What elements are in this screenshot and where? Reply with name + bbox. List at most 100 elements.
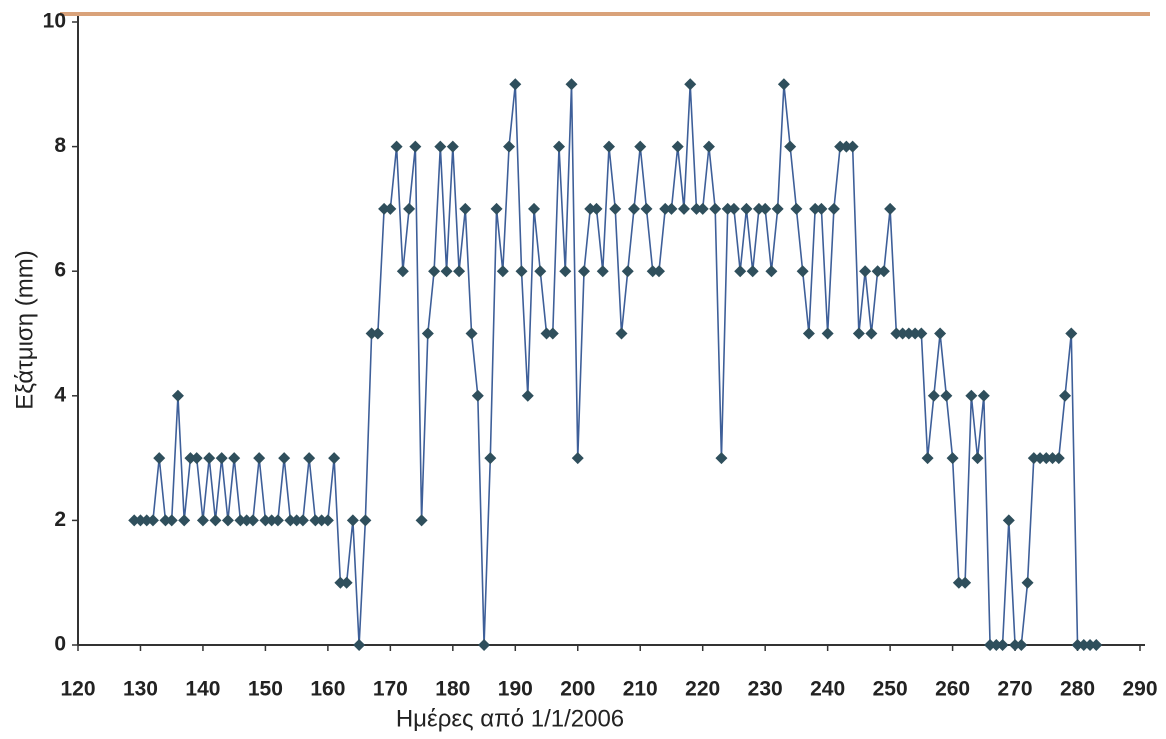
data-marker [596,265,609,278]
data-marker [240,514,253,527]
data-marker [1071,639,1084,651]
data-marker [459,202,472,215]
data-marker [877,265,890,278]
x-tick-label: 160 [310,678,345,701]
x-axis-title: Ημέρες από 1/1/2006 [396,705,624,732]
data-marker [290,514,303,527]
data-marker [684,78,697,91]
y-tick-label: 10 [43,10,66,33]
x-tick-label: 280 [1060,678,1095,701]
y-axis-title: Εξάτμιση (mm) [11,250,38,409]
data-marker [802,327,815,340]
data-marker [1077,639,1090,651]
data-marker [952,576,965,589]
data-marker [796,265,809,278]
x-tick-label: 220 [685,678,720,701]
x-tick-label: 270 [998,678,1033,701]
data-marker [752,202,765,215]
data-marker [1065,327,1078,340]
data-marker [315,514,328,527]
data-marker [184,452,197,465]
data-marker [446,140,459,153]
data-marker [777,78,790,91]
data-marker [677,202,690,215]
x-tick-label: 200 [560,678,595,701]
data-marker [578,265,591,278]
data-marker [278,452,291,465]
data-marker [696,202,709,215]
data-marker [303,452,316,465]
data-marker [396,265,409,278]
data-marker [228,452,241,465]
x-tick-label: 180 [435,678,470,701]
data-marker [428,265,441,278]
x-tick-label: 130 [123,678,158,701]
data-marker [478,639,491,651]
data-marker [153,452,166,465]
data-marker [165,514,178,527]
x-tick-label: 190 [498,678,533,701]
data-marker [159,514,172,527]
data-marker [809,202,822,215]
data-marker [890,327,903,340]
x-tick-label: 260 [935,678,970,701]
y-tick-label: 0 [54,633,66,656]
data-marker [815,202,828,215]
data-marker [827,202,840,215]
data-marker [896,327,909,340]
data-marker [296,514,309,527]
data-marker [171,389,184,402]
data-marker [765,265,778,278]
data-marker [921,452,934,465]
data-marker [528,202,541,215]
data-marker [346,514,359,527]
data-marker [534,265,547,278]
data-marker [965,389,978,402]
x-tick-label: 150 [248,678,283,701]
data-marker [871,265,884,278]
data-marker [615,327,628,340]
data-marker [702,140,715,153]
data-marker [659,202,672,215]
data-marker [1084,639,1097,651]
data-marker [902,327,915,340]
data-marker [690,202,703,215]
data-marker [434,140,447,153]
data-marker [859,265,872,278]
data-marker [521,389,534,402]
data-marker [359,514,372,527]
data-marker [1052,452,1065,465]
data-marker [621,265,634,278]
data-marker [465,327,478,340]
x-tick-label: 250 [873,678,908,701]
data-marker [140,514,153,527]
data-marker [496,265,509,278]
data-marker [371,327,384,340]
data-marker [584,202,597,215]
data-marker [603,140,615,153]
data-marker [409,140,422,153]
data-marker [759,202,772,215]
data-marker [640,202,653,215]
data-marker [196,514,209,527]
data-marker [771,202,784,215]
data-marker [284,514,297,527]
data-marker [546,327,559,340]
data-marker [515,265,528,278]
data-marker [571,452,584,465]
x-tick-label: 230 [748,678,783,701]
data-marker [309,514,322,527]
y-tick-label: 2 [54,508,66,531]
data-marker [334,576,347,589]
data-marker [840,140,853,153]
data-marker [977,389,990,402]
data-marker [665,202,678,215]
data-marker [328,452,341,465]
data-marker [971,452,984,465]
data-marker [353,639,366,651]
data-marker [221,514,234,527]
data-marker [340,576,353,589]
data-marker [365,327,378,340]
data-marker [128,514,141,527]
data-marker [790,202,803,215]
